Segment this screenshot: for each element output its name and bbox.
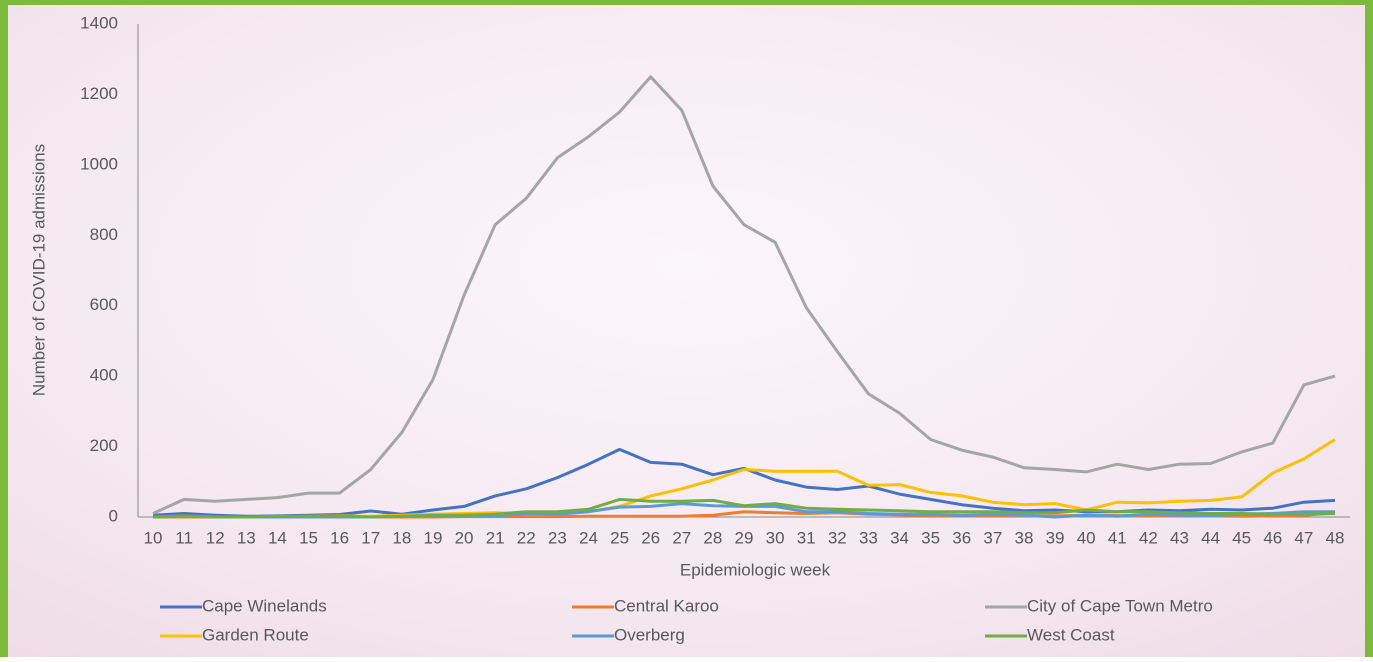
x-axis-title: Epidemiologic week (680, 560, 831, 579)
x-tick-label: 35 (921, 528, 940, 547)
x-tick-label: 10 (144, 528, 163, 547)
x-tick-label: 24 (579, 528, 598, 547)
background (8, 5, 1365, 657)
x-tick-label: 29 (735, 528, 754, 547)
legend-label: Overberg (614, 625, 685, 644)
x-tick-label: 43 (1170, 528, 1189, 547)
x-tick-label: 14 (268, 528, 287, 547)
x-tick-label: 38 (1014, 528, 1033, 547)
y-tick-label: 200 (90, 436, 118, 455)
x-tick-label: 30 (766, 528, 785, 547)
x-tick-label: 31 (797, 528, 816, 547)
legend-label: West Coast (1027, 625, 1115, 644)
x-tick-label: 20 (455, 528, 474, 547)
legend-label: Cape Winelands (202, 596, 327, 615)
y-tick-label: 600 (90, 295, 118, 314)
x-tick-label: 17 (361, 528, 380, 547)
x-tick-label: 41 (1108, 528, 1127, 547)
x-tick-label: 33 (859, 528, 878, 547)
y-tick-label: 1000 (80, 154, 118, 173)
x-tick-label: 48 (1326, 528, 1345, 547)
y-tick-label: 400 (90, 366, 118, 385)
y-tick-label: 1400 (80, 13, 118, 32)
x-tick-label: 47 (1294, 528, 1313, 547)
x-tick-label: 13 (237, 528, 256, 547)
x-tick-label: 37 (983, 528, 1002, 547)
x-tick-label: 18 (392, 528, 411, 547)
x-tick-label: 25 (610, 528, 629, 547)
x-tick-label: 15 (299, 528, 318, 547)
x-tick-label: 32 (828, 528, 847, 547)
legend-label: Central Karoo (614, 596, 719, 615)
x-tick-label: 42 (1139, 528, 1158, 547)
series-line (152, 497, 1336, 519)
x-tick-label: 34 (890, 528, 909, 547)
legend-label: City of Cape Town Metro (1027, 596, 1213, 615)
x-tick-label: 26 (641, 528, 660, 547)
series-line (152, 75, 1336, 515)
x-tick-label: 45 (1232, 528, 1251, 547)
x-tick-label: 46 (1263, 528, 1282, 547)
x-tick-label: 23 (548, 528, 567, 547)
legend-label: Garden Route (202, 625, 309, 644)
x-tick-label: 39 (1046, 528, 1065, 547)
x-tick-label: 40 (1077, 528, 1096, 547)
x-tick-label: 21 (486, 528, 505, 547)
x-tick-label: 36 (952, 528, 971, 547)
x-tick-label: 12 (206, 528, 225, 547)
y-tick-label: 800 (90, 225, 118, 244)
x-tick-label: 28 (703, 528, 722, 547)
x-tick-label: 22 (517, 528, 536, 547)
x-tick-label: 27 (672, 528, 691, 547)
x-tick-label: 11 (175, 528, 193, 547)
y-axis-title: Number of COVID-19 admissions (29, 144, 48, 396)
x-tick-label: 19 (423, 528, 442, 547)
x-tick-label: 44 (1201, 528, 1220, 547)
y-tick-label: 1200 (80, 84, 118, 103)
x-tick-label: 16 (330, 528, 349, 547)
y-tick-label: 0 (109, 506, 118, 525)
